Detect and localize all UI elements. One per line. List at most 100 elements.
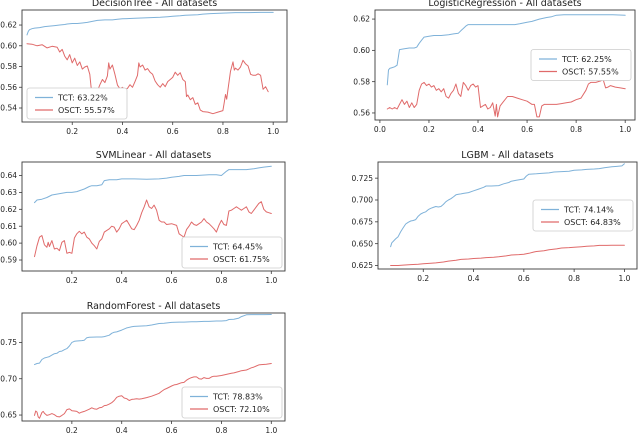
legend-label: OSCT: 64.83% <box>564 218 621 227</box>
legend-label: TCT: 62.25% <box>561 55 612 64</box>
x-tick-label: 0.2 <box>417 274 429 283</box>
x-tick-label: 0.6 <box>518 274 530 283</box>
legend-box <box>532 199 634 232</box>
legend-box <box>26 87 128 120</box>
x-tick-label: 1.0 <box>265 276 277 285</box>
y-tick-label: 0.60 <box>353 46 370 55</box>
legend-label: TCT: 78.83% <box>212 392 263 401</box>
chart-title: RandomForest - All datasets <box>87 301 221 312</box>
y-tick-label: 0.56 <box>0 83 17 92</box>
y-tick-label: 0.625 <box>352 261 374 270</box>
plot-frame <box>21 9 288 123</box>
x-tick-label: 0.4 <box>468 274 480 283</box>
x-tick-label: 1.0 <box>619 125 631 134</box>
series-line-osct <box>34 363 272 419</box>
x-tick-label: 0.2 <box>66 276 78 285</box>
x-tick-label: 0.8 <box>568 274 580 283</box>
legend-label: TCT: 63.22% <box>57 93 108 102</box>
y-tick-label: 0.725 <box>352 174 374 183</box>
x-tick-label: 0.2 <box>423 125 435 134</box>
legend-box <box>181 236 283 269</box>
legend-box <box>530 49 632 81</box>
x-tick-label: 0.6 <box>167 127 179 136</box>
legend: TCT: 63.22% OSCT: 55.57% <box>26 87 128 120</box>
y-tick-label: 0.62 <box>0 21 17 30</box>
legend-label: TCT: 64.45% <box>212 242 263 251</box>
plot-frame <box>21 161 286 272</box>
y-tick-label: 0.58 <box>0 62 17 71</box>
legend: TCT: 62.25% OSCT: 57.55% <box>530 49 632 81</box>
series-line-osct <box>26 43 269 115</box>
y-tick-label: 0.65 <box>0 411 17 420</box>
legend-label: OSCT: 57.55% <box>562 67 619 76</box>
chart-title: LogisticRegression - All datasets <box>428 0 581 9</box>
series-line-osct <box>386 78 626 118</box>
y-tick-label: 0.64 <box>0 171 17 180</box>
y-tick-label: 0.75 <box>0 338 17 347</box>
x-tick-label: 0.8 <box>217 127 229 136</box>
x-tick-label: 0.2 <box>66 127 78 136</box>
chart-lgbm: 0.625 0.650 0.675 0.700 0.725 0.2 0.4 0.6 0.8 1.0… <box>340 145 640 290</box>
x-tick-label: 0.8 <box>215 426 227 434</box>
x-tick-label: 0.6 <box>166 276 178 285</box>
series-line-tct <box>26 11 274 36</box>
series-line-tct <box>390 163 625 248</box>
y-tick-label: 0.63 <box>0 188 17 197</box>
y-tick-label: 0.60 <box>0 239 17 248</box>
x-tick-label: 1.0 <box>265 426 277 434</box>
y-tick-label: 0.54 <box>0 104 17 113</box>
x-tick-label: 0.8 <box>215 276 227 285</box>
y-tick-label: 0.675 <box>352 217 374 226</box>
y-tick-label: 0.59 <box>0 256 17 265</box>
y-tick-label: 0.60 <box>0 41 17 50</box>
plot-frame <box>377 161 638 270</box>
chart-canvas: 0.59 0.60 0.61 0.62 0.63 0.64 0.2 0.4 0.6 0.8 1.0 S… <box>0 150 286 285</box>
legend-box <box>181 386 283 419</box>
series-line-osct <box>390 244 625 266</box>
chart-canvas: 0.54 0.56 0.58 0.60 0.62 0.2 0.4 0.6 0.8 1.0 Decis… <box>0 0 288 136</box>
legend-label: TCT: 74.14% <box>563 205 614 214</box>
x-tick-label: 0.4 <box>116 276 128 285</box>
chart-canvas: 0.65 0.70 0.75 0.2 0.4 0.6 0.8 1.0 RandomForest … <box>0 301 286 434</box>
chart-canvas: 0.625 0.650 0.675 0.700 0.725 0.2 0.4 0.6 0.8 1.0… <box>352 150 638 283</box>
series-line-osct <box>34 199 272 258</box>
series-line-tct <box>386 14 626 86</box>
y-tick-label: 0.61 <box>0 222 17 231</box>
y-tick-label: 0.62 <box>353 15 370 24</box>
legend: TCT: 74.14% OSCT: 64.83% <box>532 199 634 232</box>
y-tick-label: 0.56 <box>353 109 370 118</box>
legend-label: OSCT: 55.57% <box>58 106 115 115</box>
legend-label: OSCT: 61.75% <box>213 255 270 264</box>
x-tick-label: 0.6 <box>166 426 178 434</box>
legend: TCT: 64.45% OSCT: 61.75% <box>181 236 283 269</box>
chart-svmlinear: 0.59 0.60 0.61 0.62 0.63 0.64 0.2 0.4 0.6 0.8 1.0 S… <box>0 145 320 290</box>
legend: TCT: 78.83% OSCT: 72.10% <box>181 386 283 419</box>
plot-frame <box>374 9 636 121</box>
y-tick-label: 0.58 <box>353 77 370 86</box>
x-tick-label: 0.6 <box>521 125 533 134</box>
y-tick-label: 0.650 <box>352 239 374 248</box>
x-tick-label: 0.4 <box>472 125 484 134</box>
y-tick-label: 0.700 <box>352 196 374 205</box>
series-line-tct <box>34 165 272 204</box>
chart-logisticregression: 0.56 0.58 0.60 0.62 0.0 0.2 0.4 0.6 0.8 1.0 Logist… <box>340 0 640 145</box>
x-tick-label: 0.8 <box>570 125 582 134</box>
plot-frame <box>21 312 286 422</box>
chart-title: SVMLinear - All datasets <box>96 150 211 161</box>
x-tick-label: 0.4 <box>117 127 129 136</box>
chart-canvas: 0.56 0.58 0.60 0.62 0.0 0.2 0.4 0.6 0.8 1.0 Logist… <box>353 0 636 134</box>
x-tick-label: 1.0 <box>618 274 630 283</box>
y-tick-label: 0.70 <box>0 374 17 383</box>
x-tick-label: 0.0 <box>374 125 386 134</box>
chart-title: LGBM - All datasets <box>461 150 554 161</box>
chart-title: DecisionTree - All datasets <box>92 0 217 9</box>
legend-label: OSCT: 72.10% <box>213 405 270 414</box>
chart-randomforest: 0.65 0.70 0.75 0.2 0.4 0.6 0.8 1.0 RandomForest … <box>0 290 320 434</box>
series-line-tct <box>34 314 272 366</box>
x-tick-label: 0.4 <box>116 426 128 434</box>
x-tick-label: 0.2 <box>66 426 78 434</box>
y-tick-label: 0.62 <box>0 205 17 214</box>
chart-decisiontree: 0.54 0.56 0.58 0.60 0.62 0.2 0.4 0.6 0.8 1.0 Decis… <box>0 0 320 145</box>
x-tick-label: 1.0 <box>267 127 279 136</box>
